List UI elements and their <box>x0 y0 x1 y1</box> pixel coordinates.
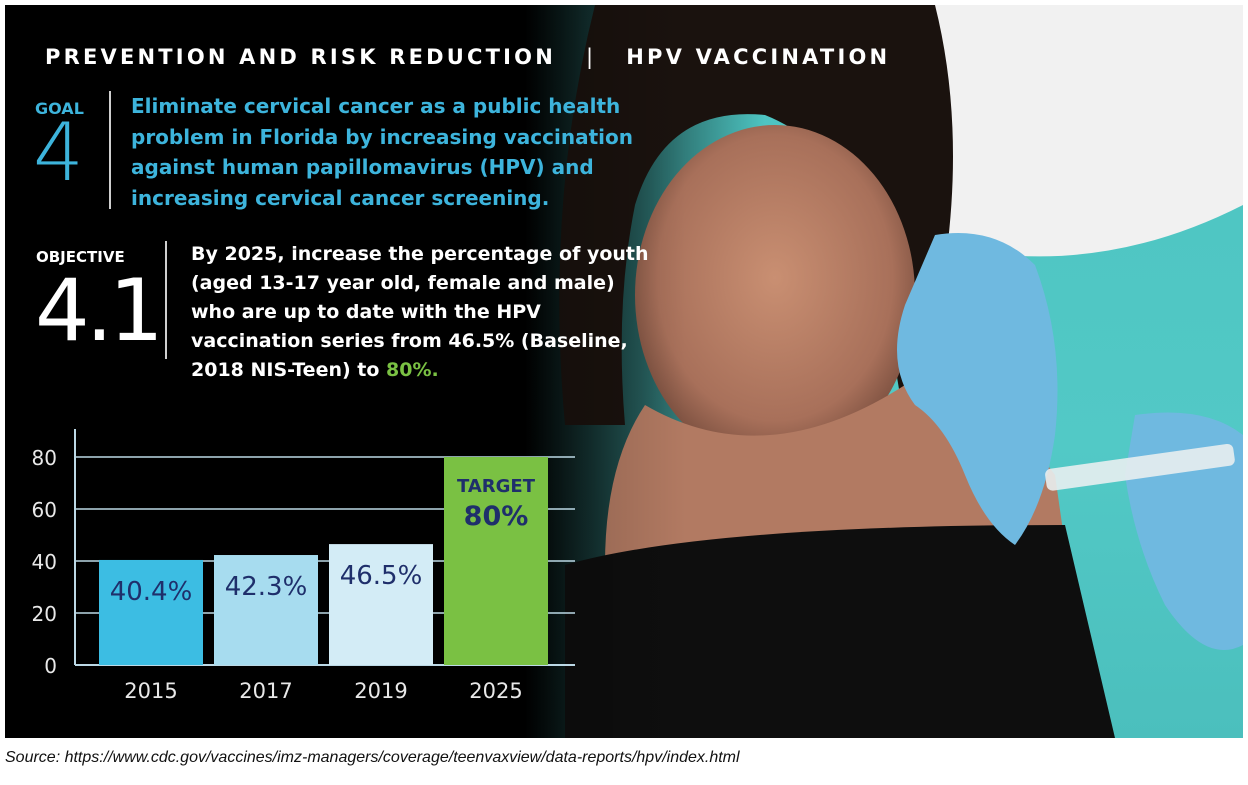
vaccination-bar-chart: 0 20 40 60 80 40.4% 2015 42.3% 2017 46.5% 2019 TARG… <box>32 429 575 703</box>
objective-text-body: By 2025, increase the percentage of yout… <box>191 243 649 381</box>
data-label: 40.4% <box>110 577 193 607</box>
page-header: PREVENTION AND RISK REDUCTION | HPV VACCIN… <box>45 45 890 69</box>
y-tick-label: 60 <box>32 498 57 522</box>
header-section: PREVENTION AND RISK REDUCTION <box>45 45 556 69</box>
objective-label: OBJECTIVE <box>36 248 125 266</box>
x-tick-label: 2025 <box>469 679 522 703</box>
x-tick-label: 2015 <box>124 679 177 703</box>
y-tick-label: 80 <box>32 446 57 470</box>
source-citation: Source: https://www.cdc.gov/vaccines/imz… <box>5 749 740 766</box>
goal-divider <box>109 91 111 209</box>
objective-target-value: 80%. <box>386 359 439 381</box>
y-tick-label: 20 <box>32 602 57 626</box>
data-label: 42.3% <box>225 572 308 602</box>
bar-2015 <box>99 559 203 665</box>
x-tick-label: 2017 <box>239 679 292 703</box>
data-label: 46.5% <box>340 561 423 591</box>
objective-text: By 2025, increase the percentage of yout… <box>191 240 651 385</box>
goal-number: 4 <box>33 106 84 199</box>
y-tick-label: 0 <box>44 654 57 678</box>
bar-2019 <box>329 544 433 665</box>
vaccination-photo <box>5 5 1243 738</box>
header-separator: | <box>586 45 597 69</box>
y-tick-label: 40 <box>32 550 57 574</box>
x-tick-label: 2019 <box>354 679 407 703</box>
goal-label: GOAL <box>35 99 84 118</box>
infographic-panel: PREVENTION AND RISK REDUCTION | HPV VACCIN… <box>5 5 1243 738</box>
target-label: TARGET <box>457 476 536 497</box>
objective-divider <box>165 241 167 359</box>
goal-text: Eliminate cervical cancer as a public he… <box>131 94 633 210</box>
bar-2017 <box>214 555 318 665</box>
objective-number: 4.1 <box>35 261 164 361</box>
header-topic: HPV VACCINATION <box>626 45 891 69</box>
data-label: 80% <box>464 501 529 532</box>
bar-2025 <box>444 457 548 665</box>
